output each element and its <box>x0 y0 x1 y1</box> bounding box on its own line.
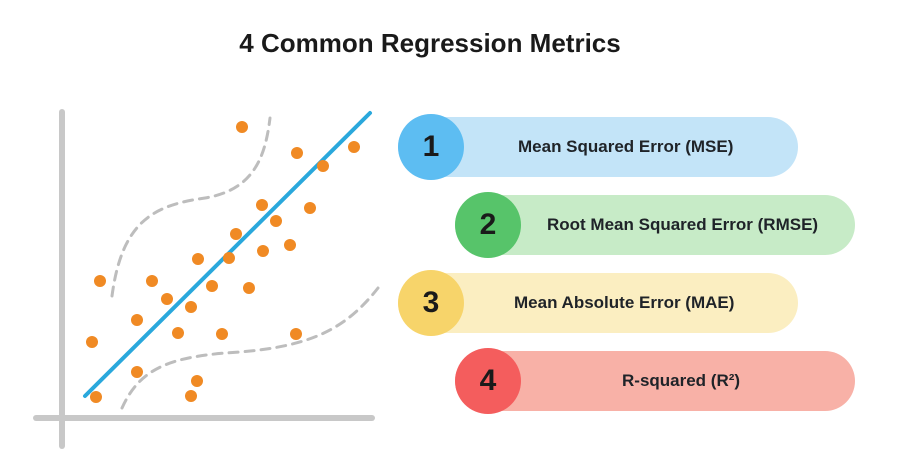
data-point <box>131 366 143 378</box>
data-point <box>256 199 268 211</box>
data-point <box>216 328 228 340</box>
data-point <box>270 215 282 227</box>
lower-band <box>120 286 380 410</box>
data-point <box>317 160 329 172</box>
metric-mse: 1 Mean Squared Error (MSE) <box>398 114 798 180</box>
data-point <box>185 390 197 402</box>
upper-band <box>110 116 272 298</box>
data-point <box>290 328 302 340</box>
metric-bar <box>398 273 798 333</box>
metric-mae: 3 Mean Absolute Error (MAE) <box>398 270 798 336</box>
data-point <box>291 147 303 159</box>
metric-label: Mean Absolute Error (MAE) <box>514 293 735 312</box>
data-point <box>86 336 98 348</box>
page-title: 4 Common Regression Metrics <box>239 28 621 58</box>
data-point <box>257 245 269 257</box>
metric-bar <box>455 195 855 255</box>
data-point <box>206 280 218 292</box>
data-point <box>230 228 242 240</box>
metric-label: Root Mean Squared Error (RMSE) <box>547 215 819 234</box>
data-point <box>243 282 255 294</box>
data-point <box>191 375 203 387</box>
metric-rmse: 2 Root Mean Squared Error (RMSE) <box>455 192 855 258</box>
metric-number-badge: 1 <box>398 114 464 180</box>
metric-number-badge: 3 <box>398 270 464 336</box>
metric-bar <box>455 351 855 411</box>
metric-number-badge: 4 <box>455 348 521 414</box>
data-point <box>172 327 184 339</box>
metric-r-squared: 4 R-squared (R²) <box>455 348 855 414</box>
metric-number-badge: 2 <box>455 192 521 258</box>
data-point <box>161 293 173 305</box>
data-point <box>348 141 360 153</box>
data-point <box>236 121 248 133</box>
data-point <box>223 252 235 264</box>
metric-label: Mean Squared Error (MSE) <box>518 137 734 156</box>
data-point <box>304 202 316 214</box>
data-point <box>284 239 296 251</box>
data-point <box>131 314 143 326</box>
metric-label: R-squared (R²) <box>622 371 741 390</box>
metric-bar <box>398 117 798 177</box>
data-point <box>185 301 197 313</box>
data-points <box>86 121 360 403</box>
data-point <box>146 275 158 287</box>
data-point <box>90 391 102 403</box>
data-point <box>192 253 204 265</box>
data-point <box>94 275 106 287</box>
